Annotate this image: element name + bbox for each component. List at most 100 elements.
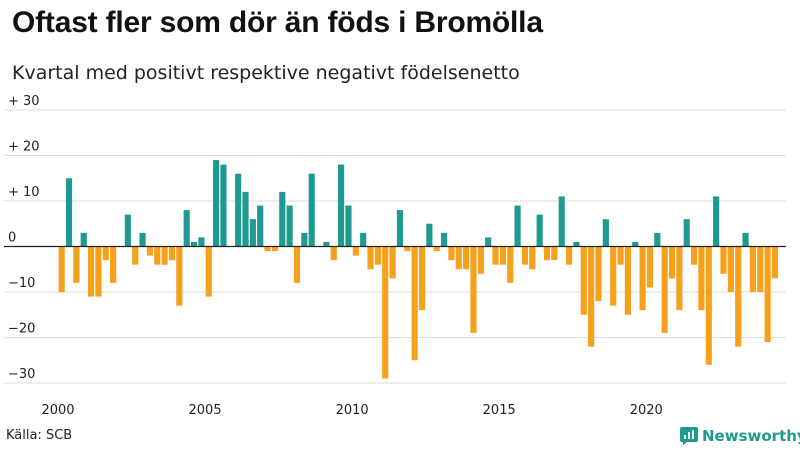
bar xyxy=(602,219,609,247)
y-tick-label: −20 xyxy=(8,322,35,337)
bar xyxy=(411,246,418,361)
source-note: Källa: SCB xyxy=(6,428,73,443)
bar xyxy=(271,246,279,252)
bar xyxy=(742,232,749,247)
bar xyxy=(455,246,462,270)
bar xyxy=(360,232,367,247)
bar xyxy=(132,246,139,265)
bar xyxy=(470,246,477,333)
bar xyxy=(492,246,499,265)
bar xyxy=(102,246,109,261)
bar xyxy=(301,232,308,247)
bar xyxy=(617,246,624,265)
bar xyxy=(330,246,337,261)
bar xyxy=(235,173,242,247)
bar xyxy=(139,232,146,247)
bar xyxy=(88,246,95,297)
newsworthy-logo[interactable]: Newsworthy xyxy=(680,427,800,445)
bar xyxy=(639,246,646,311)
bar xyxy=(632,241,639,247)
bar xyxy=(242,191,249,247)
bar xyxy=(338,164,345,247)
bar xyxy=(426,223,433,247)
bar xyxy=(698,246,705,311)
bar xyxy=(352,246,359,256)
bars xyxy=(58,160,779,379)
bar xyxy=(720,246,727,274)
bar xyxy=(404,246,411,252)
bar xyxy=(382,246,389,379)
bar xyxy=(521,246,529,265)
bar xyxy=(595,246,602,302)
bar xyxy=(124,214,131,247)
bar xyxy=(735,246,742,347)
bar xyxy=(110,246,117,283)
bar xyxy=(749,246,756,292)
bar xyxy=(573,241,580,247)
bar xyxy=(367,246,374,270)
gridlines xyxy=(4,109,786,384)
chart-subtitle: Kvartal med positivt respektive negativt… xyxy=(12,62,520,84)
bar xyxy=(73,246,80,283)
bar xyxy=(565,246,573,265)
bar xyxy=(286,205,293,247)
chart-title: Oftast fler som dör än föds i Bromölla xyxy=(12,6,543,39)
bar xyxy=(543,246,551,261)
bar xyxy=(676,246,683,311)
bar xyxy=(440,232,448,247)
bar xyxy=(433,246,440,252)
bar xyxy=(220,164,227,247)
bar xyxy=(580,246,587,315)
bar xyxy=(161,246,168,265)
bar xyxy=(183,210,190,247)
bar xyxy=(154,246,161,265)
bar xyxy=(727,246,734,292)
bar xyxy=(448,246,455,261)
bar xyxy=(65,178,73,247)
bar xyxy=(345,205,352,247)
bar xyxy=(757,246,764,292)
bar xyxy=(514,205,521,247)
bar xyxy=(463,246,470,270)
bar xyxy=(610,246,617,306)
bar xyxy=(507,246,514,283)
y-tick-label: + 30 xyxy=(8,94,40,109)
bar xyxy=(257,205,264,247)
bar xyxy=(323,241,330,247)
bar xyxy=(308,173,315,247)
bar xyxy=(705,246,712,365)
bar xyxy=(646,246,654,288)
bar xyxy=(551,246,558,261)
y-tick-label: −10 xyxy=(8,276,35,291)
bar xyxy=(95,246,102,297)
bar xyxy=(691,246,698,265)
x-tick-label: 2005 xyxy=(189,403,222,418)
bar xyxy=(213,160,220,247)
bar xyxy=(683,219,690,247)
bar xyxy=(485,237,492,247)
bar xyxy=(529,246,536,270)
bar xyxy=(764,246,771,343)
bar xyxy=(588,246,595,347)
bar xyxy=(374,246,381,265)
bar xyxy=(168,246,176,261)
brand-name: Newsworthy xyxy=(702,427,800,445)
x-tick-label: 2015 xyxy=(483,403,516,418)
x-axis-labels: 2000 2005 2010 2015 2020 xyxy=(41,403,662,418)
x-tick-label: 2020 xyxy=(630,403,663,418)
y-tick-label: −30 xyxy=(8,367,35,382)
bar xyxy=(264,246,271,252)
bar xyxy=(499,246,506,265)
bar xyxy=(654,232,661,247)
bar xyxy=(713,196,720,247)
bar xyxy=(661,246,668,333)
bar xyxy=(293,246,301,283)
bar xyxy=(668,246,676,279)
bar xyxy=(198,237,205,247)
x-tick-label: 2000 xyxy=(41,403,74,418)
bar xyxy=(418,246,426,311)
y-tick-label: + 20 xyxy=(8,140,40,155)
bar xyxy=(477,246,484,274)
bar xyxy=(396,210,404,247)
